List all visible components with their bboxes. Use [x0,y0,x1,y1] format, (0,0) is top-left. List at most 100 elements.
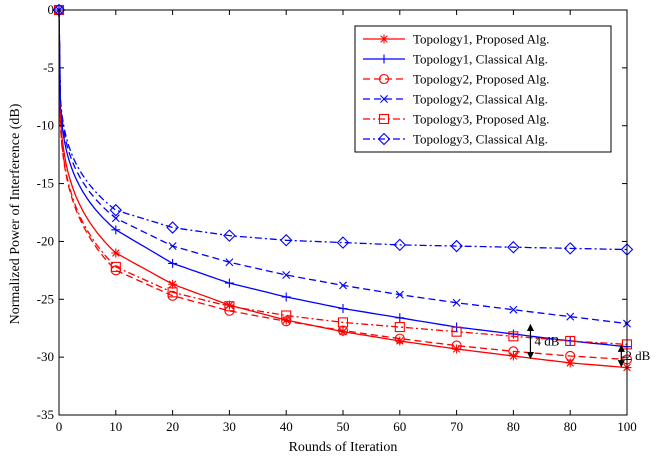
x-tick-label: 20 [166,419,179,434]
marker-square [110,261,121,272]
series-line [58,9,628,325]
legend-entry: Topology1, Proposed Alg. [363,32,549,47]
x-tick-label: 30 [223,419,236,434]
x-tick-label: 50 [337,419,350,434]
marker-asterisk [168,279,178,289]
marker-circle [508,346,519,357]
marker-circle [337,325,349,336]
y-tick-label: -15 [37,176,54,191]
marker-x [111,214,120,223]
marker-diamond [563,242,577,255]
legend-label: Topology1, Classical Alg. [413,52,548,67]
plot-layer [52,3,634,373]
marker-square [451,326,462,337]
marker-diamond [166,221,179,234]
series-line [58,9,628,346]
x-axis-title: Rounds of Iteration [289,440,398,455]
series-line [58,9,628,348]
marker-square [394,322,405,333]
marker-plus [224,278,234,288]
marker-asterisk [565,358,575,368]
marker-plus [111,225,121,235]
marker-diamond [393,238,407,252]
legend-entry: Topology2, Proposed Alg. [363,72,549,87]
marker-x [168,242,177,251]
marker-plus [338,304,348,314]
marker-circle [378,73,390,85]
legend: Topology1, Proposed Alg. Topology1, Class… [354,25,612,153]
series-4 [55,6,631,328]
y-tick-label: -5 [43,60,54,75]
legend-entry: Topology1, Classical Alg. [363,52,548,67]
series-line [58,9,628,361]
legend-label: Topology1, Proposed Alg. [413,32,549,47]
marker-circle [394,333,405,344]
marker-asterisk [224,300,234,310]
x-tick-label: 70 [450,419,463,434]
x-tick-label: 0 [56,419,63,434]
marker-circle [281,316,292,327]
marker-square [167,287,178,298]
marker-asterisk [111,248,121,258]
annotation-label: 2 dB [625,348,650,363]
axes-layer: 0 10 20 30 40 50 60 70 80 80 100 0 -5 -10 -15 -20 -25 -30… [37,2,637,434]
marker-asterisk [379,34,389,44]
marker-x [395,290,404,299]
y-tick-label: -30 [37,349,54,364]
y-axis-title: Normalized Power of Interference (dB) [8,103,23,324]
y-tick-label: -20 [37,233,54,248]
marker-plus [395,313,405,323]
x-tick-label: 10 [109,419,122,434]
x-tick-label: 40 [280,419,293,434]
marker-diamond [377,132,391,146]
legend-entry: Topology3, Classical Alg. [363,132,548,147]
marker-diamond [109,203,123,217]
marker-x [566,312,575,321]
marker-x [452,298,461,307]
legend-label: Topology3, Proposed Alg. [413,112,549,127]
marker-square [281,310,292,321]
x-tick-label: 80 [564,419,577,434]
marker-square [224,301,235,312]
marker-x [282,270,291,279]
marker-plus [379,54,389,64]
x-tick-label: 100 [617,419,637,434]
y-tick-label: 0 [48,2,55,17]
series-6 [52,3,634,256]
marker-circle [565,350,576,362]
marker-asterisk [338,327,348,337]
marker-square [337,317,349,328]
marker-square [565,335,576,346]
legend-label: Topology2, Classical Alg. [413,92,548,107]
x-tick-label: 80 [507,419,520,434]
marker-diamond [223,229,236,242]
marker-x [339,281,347,290]
marker-diamond [336,236,350,249]
marker-x [380,95,388,103]
marker-diamond [450,239,463,253]
legend-label: Topology2, Proposed Alg. [413,72,549,87]
annotations: 4 dB 2 dB [526,323,651,368]
legend-entry: Topology3, Proposed Alg. [363,112,549,127]
legend-box [354,25,612,153]
marker-plus [168,258,178,268]
marker-x [225,258,234,267]
x-tick-label: 60 [393,419,406,434]
series-line [58,9,628,251]
marker-x [509,305,518,314]
marker-diamond [507,240,520,254]
marker-square [508,331,519,342]
marker-circle [451,340,462,351]
marker-square [378,113,390,125]
marker-plus [508,329,518,339]
series-line [58,9,628,369]
legend-entry: Topology2, Classical Alg. [363,92,548,107]
y-tick-label: -35 [37,407,54,422]
annotation-label: 4 dB [534,334,559,349]
marker-plus [281,292,291,302]
marker-asterisk [395,336,405,346]
marker-asterisk [452,344,462,354]
y-tick-label: -25 [37,291,54,306]
